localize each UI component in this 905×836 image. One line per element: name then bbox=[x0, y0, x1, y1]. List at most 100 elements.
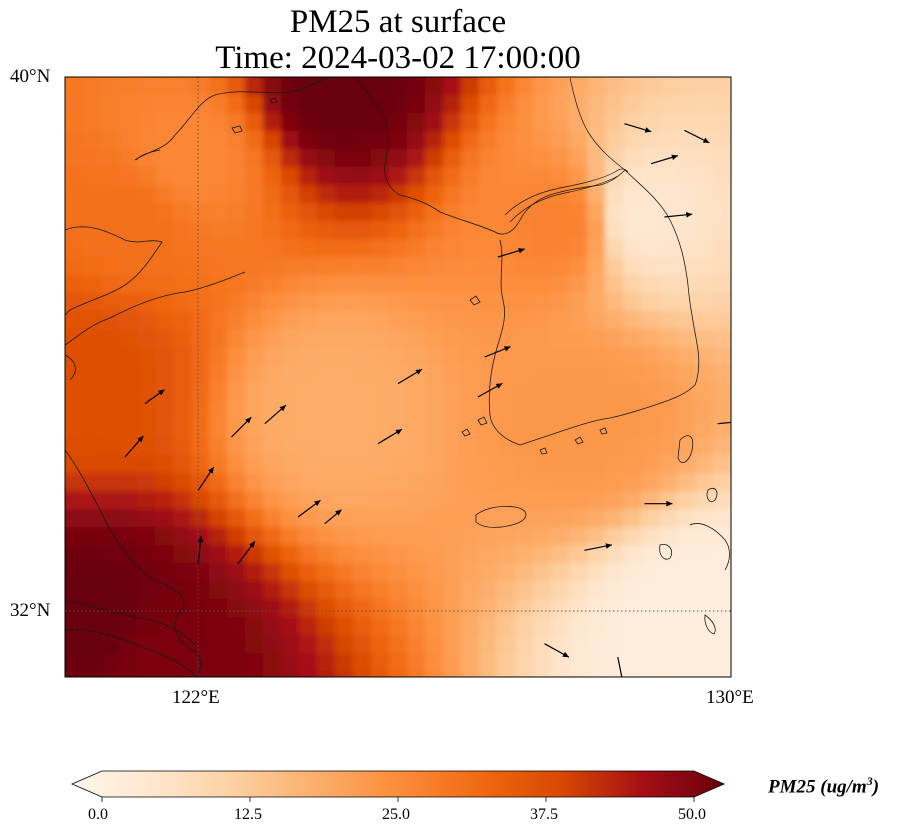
heatmap-cell bbox=[227, 581, 246, 600]
heatmap-cell bbox=[695, 599, 714, 618]
heatmap-cell bbox=[659, 689, 678, 708]
heatmap-cell bbox=[713, 653, 731, 672]
heatmap-cell bbox=[677, 311, 696, 330]
heatmap-cell bbox=[119, 671, 138, 677]
heatmap-cell bbox=[119, 509, 138, 528]
heatmap-cell bbox=[281, 491, 300, 510]
heatmap-cell bbox=[101, 653, 120, 672]
heatmap-cell bbox=[479, 239, 498, 258]
heatmap-cell bbox=[425, 167, 444, 186]
heatmap-cell bbox=[515, 275, 534, 294]
wind-arrow-shaft bbox=[717, 421, 731, 425]
heatmap-cell bbox=[371, 95, 390, 114]
heatmap-cell bbox=[515, 527, 534, 546]
heatmap-cell bbox=[137, 113, 156, 132]
heatmap-cell bbox=[515, 293, 534, 312]
heatmap-cell bbox=[605, 113, 624, 132]
heatmap-cell bbox=[119, 365, 138, 384]
heatmap-cell bbox=[65, 653, 84, 672]
heatmap-cell bbox=[461, 347, 480, 366]
heatmap-cell bbox=[605, 329, 624, 348]
heatmap-cell bbox=[713, 473, 731, 492]
heatmap-cell bbox=[497, 365, 516, 384]
heatmap-cell bbox=[389, 491, 408, 510]
heatmap-cell bbox=[65, 563, 66, 582]
heatmap-cell bbox=[137, 509, 156, 528]
heatmap-cell bbox=[731, 635, 750, 654]
heatmap-cell bbox=[425, 347, 444, 366]
heatmap-cell bbox=[65, 113, 66, 132]
heatmap-cell bbox=[227, 131, 246, 150]
heatmap-cell bbox=[659, 239, 678, 258]
wind-arrow-shaft bbox=[617, 656, 623, 677]
heatmap-cell bbox=[515, 653, 534, 672]
heatmap-cell bbox=[425, 239, 444, 258]
heatmap-cell bbox=[713, 239, 731, 258]
colorbar-label: PM25 (ug/m3) bbox=[768, 774, 879, 798]
heatmap-cell bbox=[353, 671, 372, 677]
heatmap-cell bbox=[677, 473, 696, 492]
heatmap-cell bbox=[551, 239, 570, 258]
heatmap-cell bbox=[659, 203, 678, 222]
heatmap-cell bbox=[641, 365, 660, 384]
heatmap-cell bbox=[371, 419, 390, 438]
heatmap-cell bbox=[263, 473, 282, 492]
heatmap-cell bbox=[713, 563, 731, 582]
heatmap-cell bbox=[299, 545, 318, 564]
heatmap-cell bbox=[497, 275, 516, 294]
heatmap-cell bbox=[119, 527, 138, 546]
heatmap-cell bbox=[227, 671, 246, 677]
heatmap-cell bbox=[299, 419, 318, 438]
heatmap-cell bbox=[65, 221, 66, 240]
map-timestamp: Time: 2024-03-02 17:00:00 bbox=[215, 40, 581, 76]
heatmap-cell bbox=[227, 365, 246, 384]
heatmap-cell bbox=[695, 617, 714, 636]
heatmap-cell bbox=[335, 131, 354, 150]
heatmap-cell bbox=[407, 491, 426, 510]
heatmap-cell bbox=[677, 617, 696, 636]
heatmap-cell bbox=[551, 383, 570, 402]
heatmap-cell bbox=[659, 545, 678, 564]
heatmap-cell bbox=[551, 473, 570, 492]
heatmap-cell bbox=[227, 401, 246, 420]
heatmap-cell bbox=[515, 167, 534, 186]
heatmap-cell bbox=[677, 365, 696, 384]
heatmap-cell bbox=[371, 617, 390, 636]
heatmap-cell bbox=[443, 347, 462, 366]
heatmap-cell bbox=[479, 131, 498, 150]
heatmap-cell bbox=[101, 437, 120, 456]
heatmap-cell bbox=[623, 257, 642, 276]
heatmap-cell bbox=[695, 383, 714, 402]
heatmap-cell bbox=[695, 221, 714, 240]
heatmap-cell bbox=[407, 635, 426, 654]
heatmap-cell bbox=[155, 491, 174, 510]
wind-arrow-head bbox=[619, 678, 624, 684]
heatmap-cell bbox=[191, 257, 210, 276]
heatmap-cell bbox=[263, 617, 282, 636]
heatmap-cell bbox=[173, 347, 192, 366]
heatmap-cell bbox=[65, 167, 66, 186]
heatmap-cell bbox=[659, 113, 678, 132]
heatmap-cell bbox=[479, 491, 498, 510]
heatmap-cell bbox=[191, 239, 210, 258]
heatmap-cell bbox=[101, 293, 120, 312]
heatmap-cell bbox=[263, 401, 282, 420]
heatmap-cell bbox=[587, 545, 606, 564]
heatmap-cell bbox=[731, 275, 750, 294]
heatmap-cell bbox=[119, 545, 138, 564]
heatmap-cell bbox=[155, 581, 174, 600]
heatmap-cell bbox=[191, 347, 210, 366]
heatmap-cell bbox=[389, 95, 408, 114]
heatmap-cell bbox=[407, 113, 426, 132]
heatmap-cell bbox=[155, 419, 174, 438]
heatmap-cell bbox=[65, 311, 84, 330]
heatmap-cell bbox=[695, 491, 714, 510]
wind-arrow bbox=[197, 535, 204, 564]
heatmap-cell bbox=[245, 581, 264, 600]
heatmap-cell bbox=[533, 563, 552, 582]
heatmap-cell bbox=[587, 527, 606, 546]
heatmap-cell bbox=[515, 455, 534, 474]
heatmap-cell bbox=[371, 653, 390, 672]
heatmap-cell bbox=[641, 221, 660, 240]
heatmap-cell bbox=[713, 311, 731, 330]
